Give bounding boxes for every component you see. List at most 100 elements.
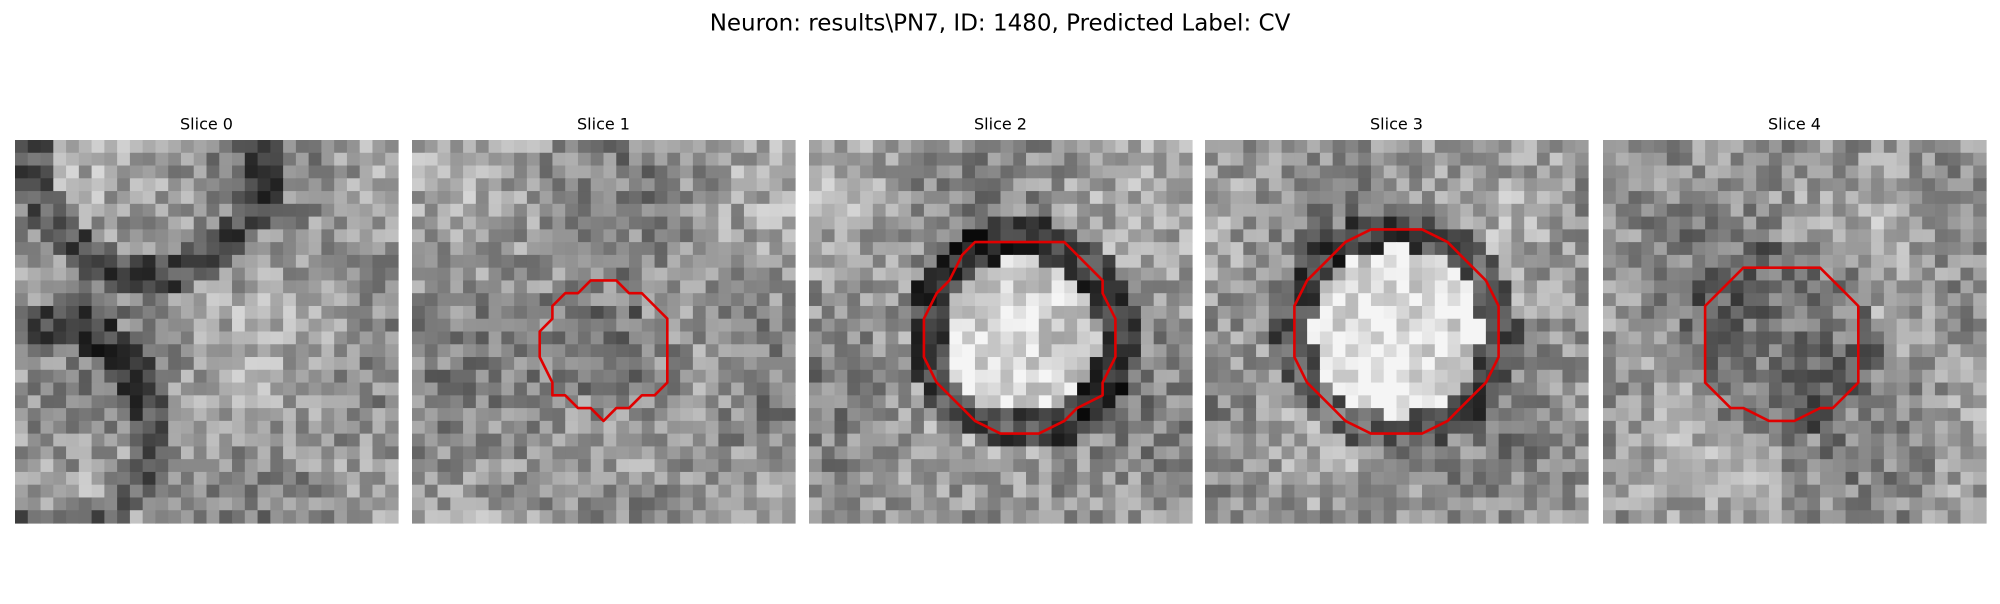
pixel bbox=[539, 216, 554, 230]
pixel bbox=[244, 459, 259, 473]
pixel bbox=[1422, 293, 1436, 307]
pixel bbox=[1679, 140, 1693, 154]
pixel bbox=[104, 203, 118, 218]
pixel bbox=[1692, 382, 1706, 396]
pixel bbox=[1832, 471, 1847, 486]
pixel bbox=[1883, 280, 1898, 294]
pixel bbox=[412, 331, 426, 345]
pixel bbox=[1960, 191, 1974, 205]
pixel bbox=[1679, 280, 1693, 294]
pixel bbox=[1217, 191, 1232, 205]
pixel bbox=[769, 484, 783, 499]
pixel bbox=[1473, 459, 1487, 473]
pixel bbox=[782, 471, 796, 486]
pixel bbox=[1319, 293, 1334, 307]
pixel bbox=[1947, 369, 1962, 384]
pixel bbox=[1153, 420, 1168, 435]
pixel bbox=[1973, 280, 1987, 294]
pixel bbox=[1615, 471, 1630, 486]
pixel bbox=[872, 293, 887, 307]
pixel bbox=[1562, 344, 1576, 358]
pixel bbox=[1832, 420, 1847, 435]
pixel bbox=[1153, 254, 1168, 269]
pixel bbox=[526, 178, 541, 192]
pixel bbox=[1115, 433, 1129, 447]
pixel bbox=[180, 178, 195, 192]
pixel bbox=[283, 280, 297, 294]
pixel bbox=[654, 229, 668, 243]
pixel bbox=[603, 420, 617, 435]
pixel bbox=[526, 433, 541, 447]
pixel bbox=[437, 229, 451, 243]
pixel bbox=[1628, 165, 1642, 179]
pixel bbox=[1473, 344, 1487, 358]
pixel bbox=[809, 293, 823, 307]
pixel bbox=[565, 484, 579, 499]
pixel bbox=[283, 369, 297, 384]
pixel bbox=[424, 305, 439, 320]
pixel bbox=[1447, 497, 1461, 511]
pixel bbox=[1217, 433, 1232, 447]
pixel bbox=[1960, 152, 1974, 167]
pixel bbox=[974, 178, 989, 192]
pixel bbox=[1294, 497, 1308, 511]
pixel bbox=[1268, 293, 1283, 307]
pixel bbox=[142, 242, 157, 256]
pixel bbox=[53, 382, 67, 396]
pixel bbox=[1896, 446, 1910, 460]
pixel bbox=[1562, 369, 1576, 384]
pixel bbox=[834, 433, 848, 447]
pixel bbox=[1051, 203, 1065, 218]
pixel bbox=[1832, 203, 1847, 218]
pixel bbox=[1038, 165, 1053, 179]
pixel bbox=[872, 395, 887, 409]
pixel bbox=[501, 497, 515, 511]
pixel bbox=[782, 395, 796, 409]
pixel bbox=[949, 471, 963, 486]
pixel bbox=[1756, 420, 1770, 435]
pixel bbox=[321, 420, 335, 435]
pixel bbox=[334, 395, 348, 409]
pixel bbox=[1666, 369, 1681, 384]
pixel bbox=[1294, 446, 1308, 460]
pixel bbox=[654, 471, 668, 486]
pixel bbox=[1807, 510, 1821, 524]
pixel bbox=[1666, 152, 1681, 167]
pixel bbox=[1205, 420, 1219, 435]
pixel bbox=[949, 140, 963, 154]
pixel bbox=[346, 293, 361, 307]
pixel bbox=[1345, 140, 1359, 154]
pixel bbox=[743, 331, 758, 345]
pixel bbox=[488, 446, 502, 460]
pixel bbox=[1960, 254, 1974, 269]
pixel bbox=[629, 459, 643, 473]
pixel bbox=[1332, 471, 1347, 486]
pixel bbox=[539, 357, 554, 371]
pixel bbox=[1641, 254, 1655, 269]
pixel bbox=[1268, 305, 1283, 320]
pixel bbox=[1026, 357, 1040, 371]
pixel bbox=[911, 242, 925, 256]
pixel bbox=[1370, 165, 1385, 179]
pixel bbox=[1883, 357, 1898, 371]
pixel bbox=[1268, 331, 1283, 345]
pixel bbox=[450, 280, 464, 294]
pixel bbox=[1281, 433, 1295, 447]
pixel bbox=[769, 267, 783, 282]
pixel bbox=[1692, 369, 1706, 384]
pixel bbox=[1768, 510, 1783, 524]
pixel bbox=[1077, 459, 1091, 473]
pixel bbox=[629, 369, 643, 384]
pixel bbox=[1641, 433, 1655, 447]
pixel bbox=[1781, 420, 1796, 435]
pixel bbox=[514, 331, 528, 345]
pixel bbox=[1409, 420, 1423, 435]
pixel bbox=[1447, 293, 1461, 307]
pixel bbox=[1807, 191, 1821, 205]
pixel bbox=[974, 459, 989, 473]
pixel bbox=[526, 280, 541, 294]
pixel bbox=[769, 191, 783, 205]
pixel bbox=[1345, 497, 1359, 511]
contour bbox=[922, 240, 1117, 435]
pixel bbox=[590, 305, 605, 320]
